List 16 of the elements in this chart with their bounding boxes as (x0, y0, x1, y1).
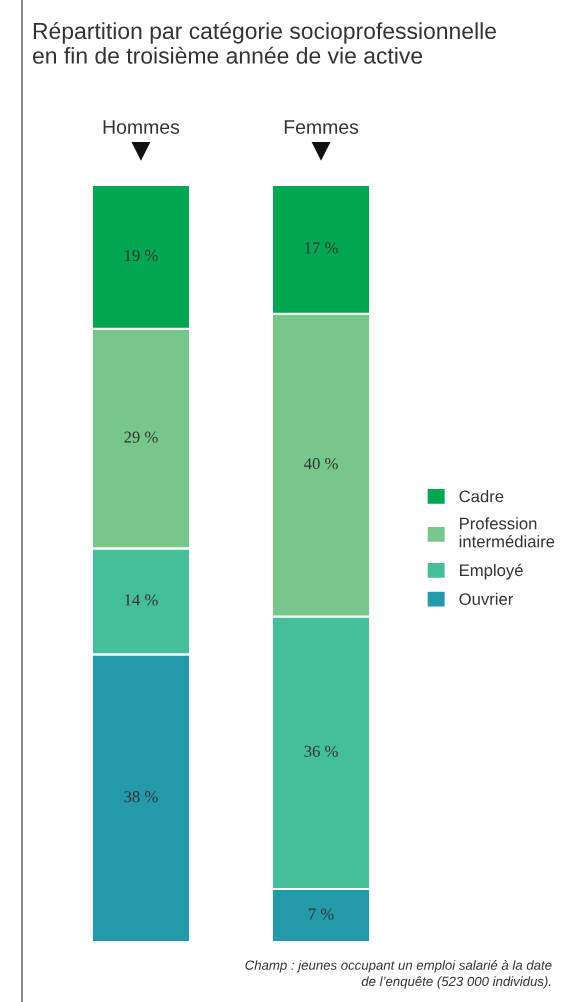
data-label: 36 % (304, 745, 338, 757)
legend-label: Employé (460, 563, 523, 580)
data-label: 19 % (125, 249, 158, 262)
legend-label: Ouvrier (459, 592, 514, 605)
legend-label: Cadre (459, 490, 504, 503)
data-label: 7 % (308, 908, 334, 920)
data-label: 17 % (305, 242, 338, 254)
data-label: 38 % (124, 791, 158, 803)
legend-label: Profession intermédiaire (459, 517, 555, 548)
x-tick-label: Hommes (103, 120, 180, 134)
data-label: 29 % (124, 431, 158, 443)
text: Champ : jeunes occupant un emploi salarié à la date de l’enquête (523 000 individus). (245, 960, 552, 989)
data-label: 14 % (125, 594, 158, 606)
x-tick-label: Femmes (284, 120, 359, 134)
chart-title: Répartition par catégorie socioprofessionnelle en fin de troisième année de vie active (32, 22, 496, 64)
data-label: 40 % (304, 458, 338, 470)
